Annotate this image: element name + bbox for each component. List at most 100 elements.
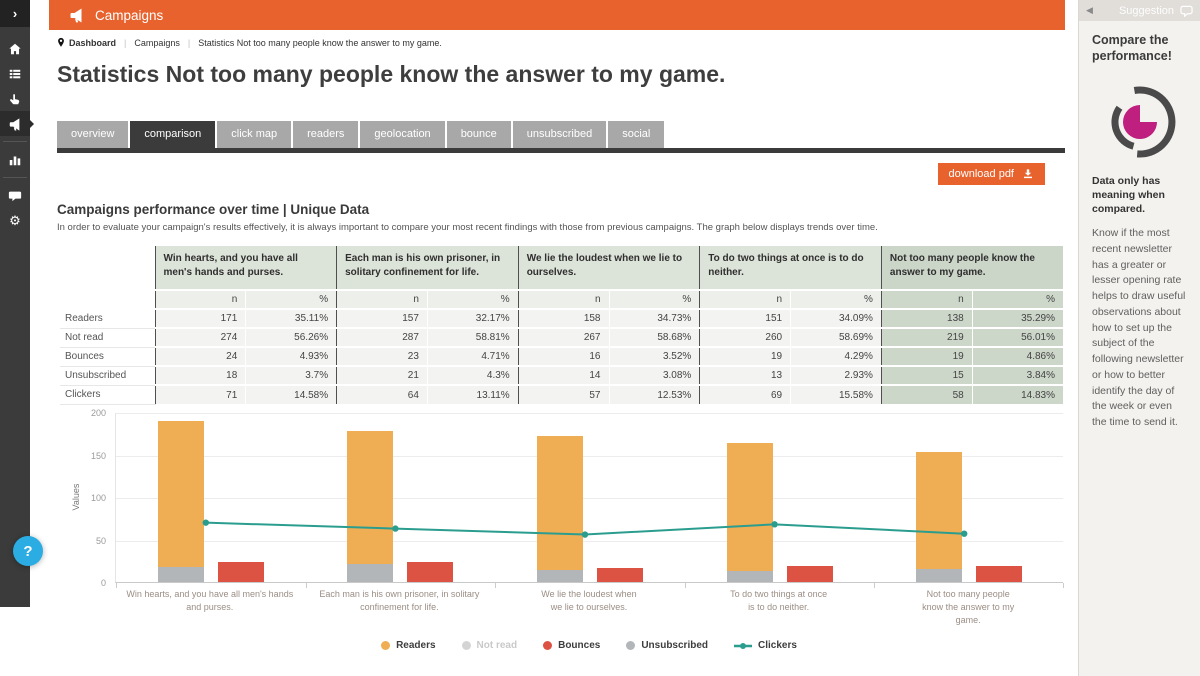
bar-unsubscribed bbox=[157, 566, 204, 582]
n-cell: 219 bbox=[880, 327, 973, 347]
n-cell: 69 bbox=[699, 384, 791, 404]
suggestion-body: Know if the most recent newsletter has a… bbox=[1092, 227, 1186, 429]
table-corner bbox=[60, 246, 155, 290]
n-cell: 158 bbox=[517, 308, 609, 328]
app-header: Campaigns bbox=[49, 0, 1065, 30]
tab-geolocation[interactable]: geolocation bbox=[360, 121, 445, 148]
n-cell: 138 bbox=[880, 308, 973, 328]
comparison-table: Win hearts, and you have all men's hands… bbox=[60, 246, 1063, 405]
left-sidebar: › ⚙ bbox=[0, 0, 34, 607]
n-cell: 16 bbox=[517, 346, 609, 366]
sidebar-item-messages[interactable] bbox=[0, 183, 30, 208]
n-cell: 274 bbox=[154, 327, 246, 347]
suggestion-subtitle: Data only has meaning when compared. bbox=[1092, 174, 1165, 215]
suggestion-panel-header: ◀ Suggestion bbox=[1079, 0, 1200, 21]
bar-readers bbox=[916, 451, 963, 570]
pct-cell: 4.93% bbox=[245, 346, 337, 366]
y-axis-tick: 50 bbox=[95, 535, 106, 546]
sidebar-item-subscribers[interactable] bbox=[0, 86, 30, 111]
pct-cell: 56.26% bbox=[245, 327, 337, 347]
pct-cell: 4.3% bbox=[426, 365, 519, 385]
help-question-icon: ? bbox=[23, 542, 33, 560]
table-row: Unsubscribed 18 3.7% 21 4.3% 14 3.08% 13 2.93% 15… bbox=[60, 365, 1063, 386]
sidebar-item-settings[interactable]: ⚙ bbox=[0, 208, 30, 233]
table-row: Clickers 71 14.58% 64 13.11% 57 12.53% 69 15.58%… bbox=[60, 384, 1063, 405]
list-icon bbox=[9, 69, 21, 78]
pct-cell: 13.11% bbox=[426, 384, 519, 404]
sidebar-item-statistics[interactable] bbox=[0, 147, 30, 172]
location-pin-icon bbox=[58, 37, 64, 47]
clickers-data-point bbox=[771, 521, 778, 528]
y-axis-tick: 200 bbox=[90, 408, 106, 418]
campaign-column-header: Not too many people know the answer to m… bbox=[880, 246, 1063, 290]
clickers-data-point bbox=[392, 525, 399, 532]
pct-cell: 35.11% bbox=[245, 308, 337, 328]
bar-bounces bbox=[786, 565, 833, 582]
x-axis-label-text: We lie the loudest when we lie to oursel… bbox=[541, 589, 637, 613]
campaign-column-header: Win hearts, and you have all men's hands… bbox=[154, 246, 337, 290]
subheader-cell: n bbox=[880, 289, 973, 309]
row-label: Bounces bbox=[60, 347, 155, 367]
download-pdf-button[interactable]: download pdf bbox=[937, 163, 1045, 185]
pct-cell: 58.68% bbox=[608, 327, 700, 347]
tab-social[interactable]: social bbox=[608, 121, 665, 148]
legend-item-bounces[interactable]: Bounces bbox=[543, 640, 600, 651]
megaphone-icon bbox=[9, 117, 20, 131]
breadcrumb-item[interactable]: Campaigns bbox=[134, 37, 180, 48]
x-axis-label-text: To do two things at once is to do neithe… bbox=[730, 589, 828, 613]
suggestion-title: Compare the performance! bbox=[1092, 33, 1172, 64]
n-cell: 15 bbox=[880, 365, 973, 385]
n-cell: 260 bbox=[699, 327, 791, 347]
subheader-cell: n bbox=[154, 289, 246, 309]
bar-bounces bbox=[597, 568, 643, 582]
legend-item-unsubscribed[interactable]: Unsubscribed bbox=[626, 640, 708, 651]
main-content: Campaigns Dashboard | Campaigns | Statistics… bbox=[49, 0, 1065, 676]
legend-label: Unsubscribed bbox=[641, 640, 709, 651]
subheader-cell: % bbox=[245, 289, 337, 309]
x-axis-tick bbox=[495, 583, 497, 588]
clickers-data-point bbox=[961, 530, 968, 537]
tab-overview[interactable]: overview bbox=[57, 121, 129, 148]
legend-item-not-read[interactable]: Not read bbox=[461, 640, 517, 651]
bar-readers bbox=[537, 435, 583, 571]
x-axis-label: Each man is his own prisoner, in solitar… bbox=[305, 588, 495, 614]
breadcrumb-separator: | bbox=[187, 37, 191, 48]
row-label: Unsubscribed bbox=[60, 366, 155, 386]
pct-cell: 35.29% bbox=[971, 308, 1063, 328]
legend-dot-marker bbox=[626, 641, 636, 650]
pct-cell: 14.83% bbox=[971, 384, 1063, 404]
sidebar-item-campaigns[interactable] bbox=[0, 111, 34, 136]
compare-donut-icon bbox=[1110, 86, 1175, 157]
tab-comparison[interactable]: comparison bbox=[130, 121, 216, 148]
y-axis-tick: 150 bbox=[90, 450, 106, 461]
sidebar-expand-button[interactable]: › bbox=[0, 0, 30, 27]
n-cell: 64 bbox=[336, 384, 428, 404]
pct-cell: 56.01% bbox=[971, 327, 1063, 347]
pct-cell: 15.58% bbox=[790, 384, 882, 404]
pct-cell: 14.58% bbox=[245, 384, 337, 404]
tab-click-map[interactable]: click map bbox=[217, 121, 292, 148]
pct-cell: 34.09% bbox=[790, 308, 882, 328]
subheader-cell: n bbox=[699, 289, 791, 309]
n-cell: 13 bbox=[699, 365, 791, 385]
sidebar-item-home[interactable] bbox=[0, 36, 30, 61]
breadcrumb-item[interactable]: Dashboard bbox=[69, 37, 117, 48]
legend-item-readers[interactable]: Readers bbox=[381, 640, 436, 651]
panel-collapse-icon[interactable]: ◀ bbox=[1086, 5, 1093, 15]
breadcrumb-separator: | bbox=[124, 37, 127, 48]
n-cell: 24 bbox=[154, 346, 246, 366]
sidebar-item-lists[interactable] bbox=[0, 61, 30, 86]
campaign-column-header: We lie the loudest when we lie to oursel… bbox=[517, 246, 700, 290]
clickers-line-series bbox=[202, 519, 968, 538]
subheader-cell: % bbox=[608, 289, 700, 309]
legend-item-clickers[interactable]: Clickers bbox=[734, 640, 797, 651]
bar-readers bbox=[347, 430, 394, 565]
tab-unsubscribed[interactable]: unsubscribed bbox=[512, 121, 607, 148]
x-axis-tick bbox=[1063, 583, 1064, 588]
campaign-column-header: Each man is his own prisoner, in solitar… bbox=[336, 246, 519, 290]
breadcrumb-item: Statistics Not too many people know the … bbox=[198, 37, 442, 48]
campaign-column-header: To do two things at once is to do neithe… bbox=[699, 246, 882, 290]
tab-bounce[interactable]: bounce bbox=[446, 121, 511, 148]
tab-readers[interactable]: readers bbox=[293, 121, 359, 148]
help-button[interactable]: ? bbox=[13, 536, 43, 566]
